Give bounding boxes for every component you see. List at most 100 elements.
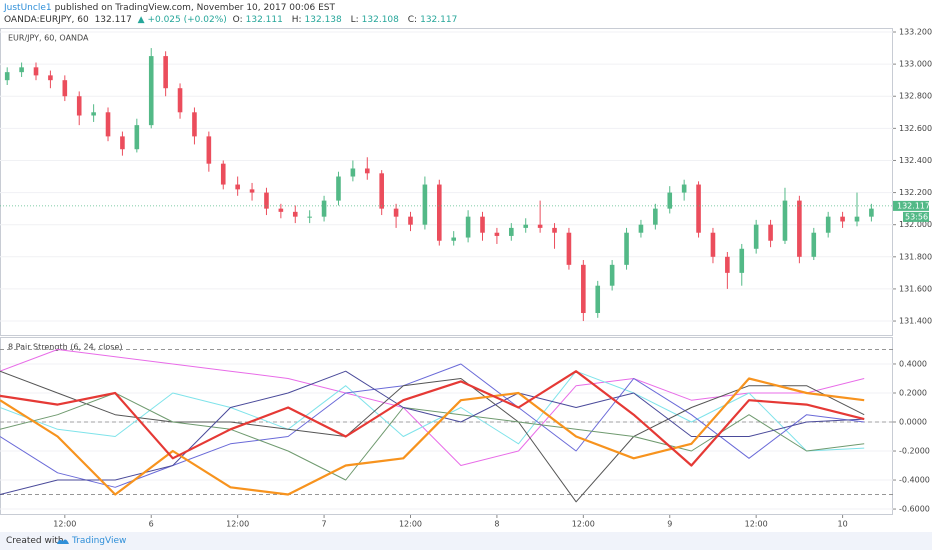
label: C: [407, 15, 418, 25]
created-with: Created with [6, 536, 64, 546]
candle-body [163, 56, 168, 89]
candle-body [753, 224, 759, 249]
candle-body [19, 67, 24, 73]
candle-body [4, 72, 10, 81]
candle-body [408, 216, 413, 225]
candle-body [725, 256, 730, 273]
y-tick-label: 131.600 [899, 284, 932, 293]
candle-body [667, 192, 673, 209]
countdown-label: 53:56 [905, 212, 928, 221]
strength-line [0, 370, 865, 503]
indicator-title: 8 Pair Strength (6, 24, close) [8, 343, 123, 352]
value: 132.117 [420, 15, 458, 25]
candle-body [364, 168, 370, 174]
candle-body [249, 189, 255, 193]
candle-body [465, 216, 471, 238]
y-tick-label: 132.800 [899, 92, 932, 101]
candle-body [638, 224, 644, 233]
candle-body [710, 232, 716, 257]
x-tick-label: 10 [837, 520, 847, 529]
x-tick-label: 12:00 [399, 520, 422, 529]
x-tick-label: 9 [667, 520, 672, 529]
x-tick-label: 8 [494, 520, 499, 529]
candle-body [192, 112, 197, 137]
label: H: [291, 15, 302, 25]
candle-body [436, 184, 442, 241]
ohlc-o: O: 132.111 [233, 15, 286, 25]
candle-body [782, 200, 788, 241]
candle-body [768, 224, 773, 241]
candle-body [379, 173, 384, 209]
x-tick-label: 7 [322, 520, 327, 529]
y-tick-label: 0.2000 [899, 388, 927, 397]
y-tick-label: 0.0000 [899, 418, 927, 427]
candle-body [811, 232, 817, 257]
strength-line [0, 377, 865, 496]
label: O: [232, 15, 243, 25]
candle-body [177, 88, 183, 113]
candle-body [480, 216, 485, 233]
candle-body [307, 216, 312, 218]
y-tick-label: -0.2000 [899, 447, 930, 456]
candle-body [292, 211, 298, 217]
indicator-pane [0, 337, 893, 515]
candle-body [797, 200, 802, 257]
candle-body [825, 216, 831, 233]
candle-body [422, 184, 428, 225]
candle-body [220, 163, 226, 185]
y-tick-label: 0.4000 [899, 359, 927, 368]
published: published on TradingView.com, November 1… [54, 3, 335, 13]
candle-body [451, 237, 457, 241]
x-tick-label: 6 [149, 520, 154, 529]
author[interactable]: JustUncle1 [4, 3, 52, 13]
quote-line: OANDA:EURJPY, 60 132.117 ▲ +0.025 (+0.02… [4, 15, 463, 25]
last: 132.117 [94, 15, 132, 25]
symbol: OANDA:EURJPY, 60 [4, 15, 89, 25]
candle-body [523, 224, 529, 228]
candle-body [33, 67, 39, 76]
candle-body [62, 80, 68, 97]
value: 132.111 [245, 15, 283, 25]
change: ▲ +0.025 (+0.02%) [137, 15, 227, 25]
last-price-label: 132.117 [897, 201, 930, 210]
candle-body [869, 208, 874, 217]
candle-body [336, 176, 341, 201]
logo [57, 539, 69, 544]
y-tick-label: 132.000 [899, 220, 932, 229]
y-tick-label: -0.6000 [899, 505, 930, 514]
brand[interactable]: TradingView [72, 536, 127, 546]
value: 132.108 [361, 15, 399, 25]
y-tick-label: 131.400 [899, 317, 932, 326]
candle-body [120, 136, 125, 150]
candle-body [696, 184, 701, 233]
countdown-tag [903, 211, 929, 222]
candle-body [76, 96, 82, 116]
candle-body [134, 125, 140, 150]
candle-body [321, 200, 327, 217]
ohlc-c: C: 132.117 [408, 15, 461, 25]
pane-title: EUR/JPY, 60, OANDA [8, 34, 89, 43]
x-tick-label: 12:00 [226, 520, 249, 529]
y-tick-label: 132.600 [899, 124, 932, 133]
x-tick-label: 12:00 [745, 520, 768, 529]
candle-body [393, 208, 399, 217]
candle-body [235, 184, 240, 190]
candle-body [148, 56, 154, 126]
strength-line [0, 370, 865, 467]
candle-body [739, 248, 745, 273]
price-pane [0, 28, 893, 336]
ohlc-l: L: 132.108 [351, 15, 402, 25]
candle-body [509, 227, 514, 236]
candle-body [653, 208, 658, 225]
candle-body [494, 232, 500, 236]
candle-body [206, 136, 212, 164]
candle-body [595, 285, 601, 314]
ohlc-h: H: 132.138 [292, 15, 345, 25]
candle-body [537, 224, 543, 228]
y-tick-label: 131.800 [899, 252, 932, 261]
candle-body [350, 168, 356, 177]
candle-body [840, 216, 845, 222]
x-tick-label: 12:00 [572, 520, 595, 529]
last-price-tag [893, 200, 929, 211]
x-tick-label: 12:00 [53, 520, 76, 529]
